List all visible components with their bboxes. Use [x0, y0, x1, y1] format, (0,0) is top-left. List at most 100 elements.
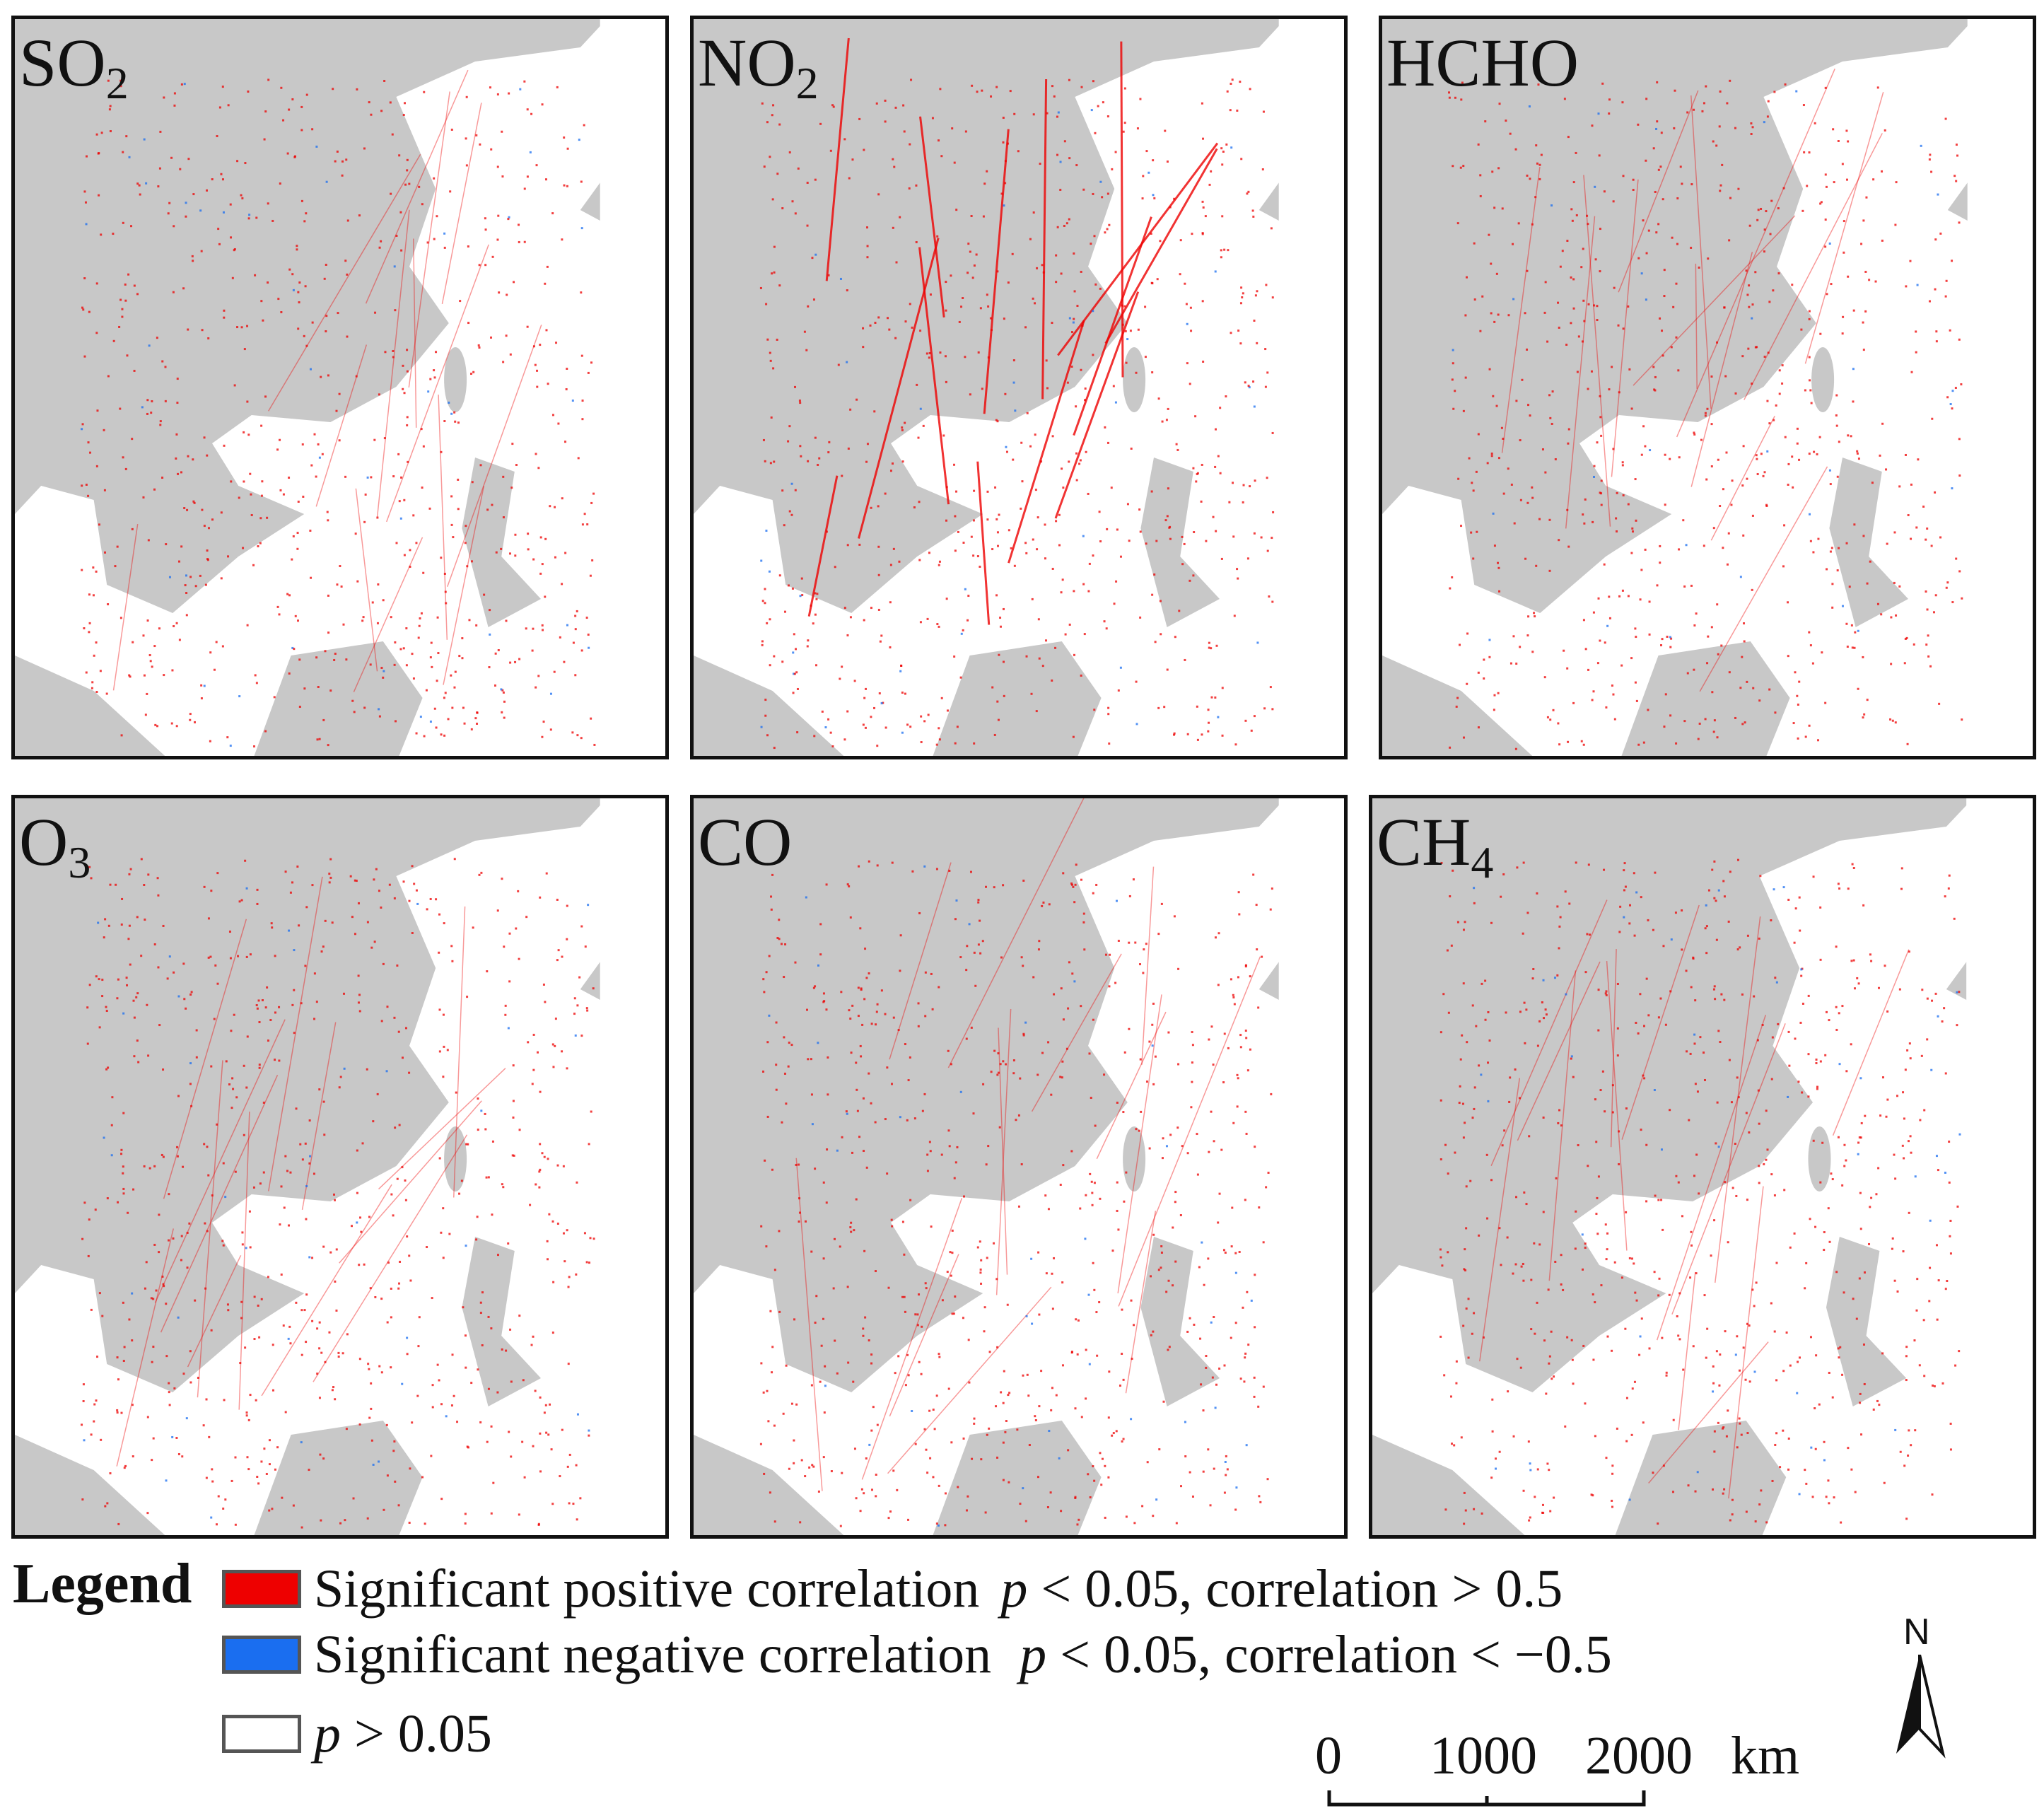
correlation-pixel — [138, 184, 141, 187]
correlation-pixel — [1850, 1043, 1852, 1046]
correlation-lane — [1096, 1011, 1167, 1160]
correlation-pixel — [1796, 442, 1799, 445]
correlation-pixel — [345, 158, 348, 161]
correlation-pixel — [1068, 460, 1070, 463]
correlation-pixel — [117, 1201, 119, 1204]
correlation-pixel — [162, 1068, 165, 1071]
correlation-pixel — [1635, 519, 1637, 522]
correlation-pixel — [1202, 206, 1205, 209]
correlation-pixel — [921, 1325, 923, 1328]
correlation-pixel — [962, 542, 965, 544]
correlation-pixel — [1526, 501, 1529, 504]
correlation-pixel — [1675, 1175, 1678, 1177]
correlation-pixel — [1736, 948, 1739, 951]
correlation-pixel — [1819, 1060, 1822, 1063]
correlation-pixel — [1621, 589, 1624, 592]
correlation-pixel — [1217, 455, 1220, 458]
correlation-pixel — [415, 889, 418, 892]
correlation-pixel — [81, 484, 83, 487]
correlation-pixel — [1760, 207, 1763, 210]
correlation-pixel — [561, 1428, 563, 1431]
correlation-pixel — [987, 305, 990, 308]
correlation-pixel — [1819, 958, 1822, 961]
correlation-pixel — [171, 669, 174, 672]
correlation-pixel — [764, 714, 767, 717]
correlation-pixel — [1853, 646, 1856, 649]
correlation-pixel — [1930, 544, 1933, 547]
correlation-pixel — [322, 718, 325, 721]
correlation-pixel — [1091, 1204, 1094, 1206]
correlation-pixel — [887, 317, 889, 320]
correlation-pixel — [1488, 655, 1491, 658]
correlation-pixel — [1716, 341, 1719, 344]
correlation-pixel — [1835, 1271, 1838, 1274]
correlation-pixel — [1542, 1211, 1545, 1213]
correlation-pixel — [1808, 151, 1811, 154]
correlation-pixel — [1656, 81, 1659, 83]
correlation-pixel — [1514, 1263, 1517, 1266]
correlation-pixel — [1150, 1275, 1152, 1278]
correlation-pixel — [1068, 218, 1070, 221]
correlation-pixel — [1092, 1465, 1094, 1468]
correlation-lane — [187, 1254, 242, 1368]
correlation-pixel — [1714, 998, 1717, 1001]
correlation-pixel — [556, 898, 559, 901]
correlation-pixel — [1201, 300, 1204, 303]
correlation-lane — [1690, 95, 1712, 409]
correlation-pixel — [91, 681, 94, 684]
correlation-pixel — [1461, 1102, 1464, 1105]
correlation-pixel — [399, 1260, 402, 1263]
correlation-pixel — [970, 1026, 973, 1029]
correlation-pixel — [98, 1026, 101, 1029]
correlation-pixel — [1100, 1484, 1103, 1486]
correlation-pixel — [973, 951, 976, 954]
correlation-pixel — [977, 901, 980, 904]
correlation-pixel — [1932, 1384, 1934, 1387]
correlation-pixel — [390, 1287, 392, 1290]
correlation-pixel — [1090, 243, 1092, 245]
correlation-pixel — [1726, 102, 1729, 105]
correlation-pixel — [1028, 1444, 1031, 1447]
correlation-pixel — [566, 1229, 568, 1232]
correlation-pixel — [151, 1360, 153, 1363]
correlation-pixel — [1594, 185, 1596, 188]
correlation-pixel — [119, 407, 122, 410]
correlation-pixel — [1736, 1335, 1739, 1338]
correlation-pixel — [1157, 706, 1160, 709]
correlation-pixel — [1476, 530, 1478, 533]
correlation-pixel — [1115, 580, 1118, 583]
correlation-pixel — [1857, 687, 1859, 690]
correlation-pixel — [1774, 1443, 1777, 1446]
correlation-pixel — [462, 1306, 465, 1309]
correlation-pixel — [1061, 1060, 1064, 1063]
correlation-pixel — [1092, 1261, 1094, 1264]
correlation-pixel — [313, 433, 316, 436]
correlation-pixel — [189, 994, 192, 996]
correlation-pixel — [144, 713, 147, 716]
correlation-pixel — [1734, 716, 1737, 719]
correlation-pixel — [947, 1387, 950, 1390]
correlation-pixel — [192, 500, 195, 503]
correlation-pixel — [1660, 644, 1663, 647]
correlation-pixel — [291, 98, 294, 100]
correlation-pixel — [1087, 492, 1090, 495]
correlation-pixel — [1814, 1447, 1817, 1450]
correlation-pixel — [1152, 1083, 1155, 1085]
correlation-pixel — [1449, 1395, 1452, 1398]
correlation-pixel — [1956, 1205, 1959, 1208]
correlation-pixel — [318, 1397, 321, 1399]
correlation-pixel — [329, 858, 332, 861]
correlation-pixel — [310, 464, 313, 467]
correlation-pixel — [583, 513, 586, 515]
correlation-lane — [1610, 949, 1617, 1148]
correlation-pixel — [328, 1331, 331, 1334]
correlation-pixel — [1808, 356, 1811, 359]
correlation-pixel — [790, 1402, 793, 1405]
correlation-pixel — [1242, 292, 1244, 295]
correlation-pixel — [403, 499, 406, 501]
correlation-pixel — [1522, 1489, 1525, 1492]
correlation-pixel — [245, 887, 248, 890]
correlation-pixel — [766, 622, 769, 624]
correlation-pixel — [1230, 146, 1233, 149]
correlation-pixel — [1664, 503, 1666, 506]
